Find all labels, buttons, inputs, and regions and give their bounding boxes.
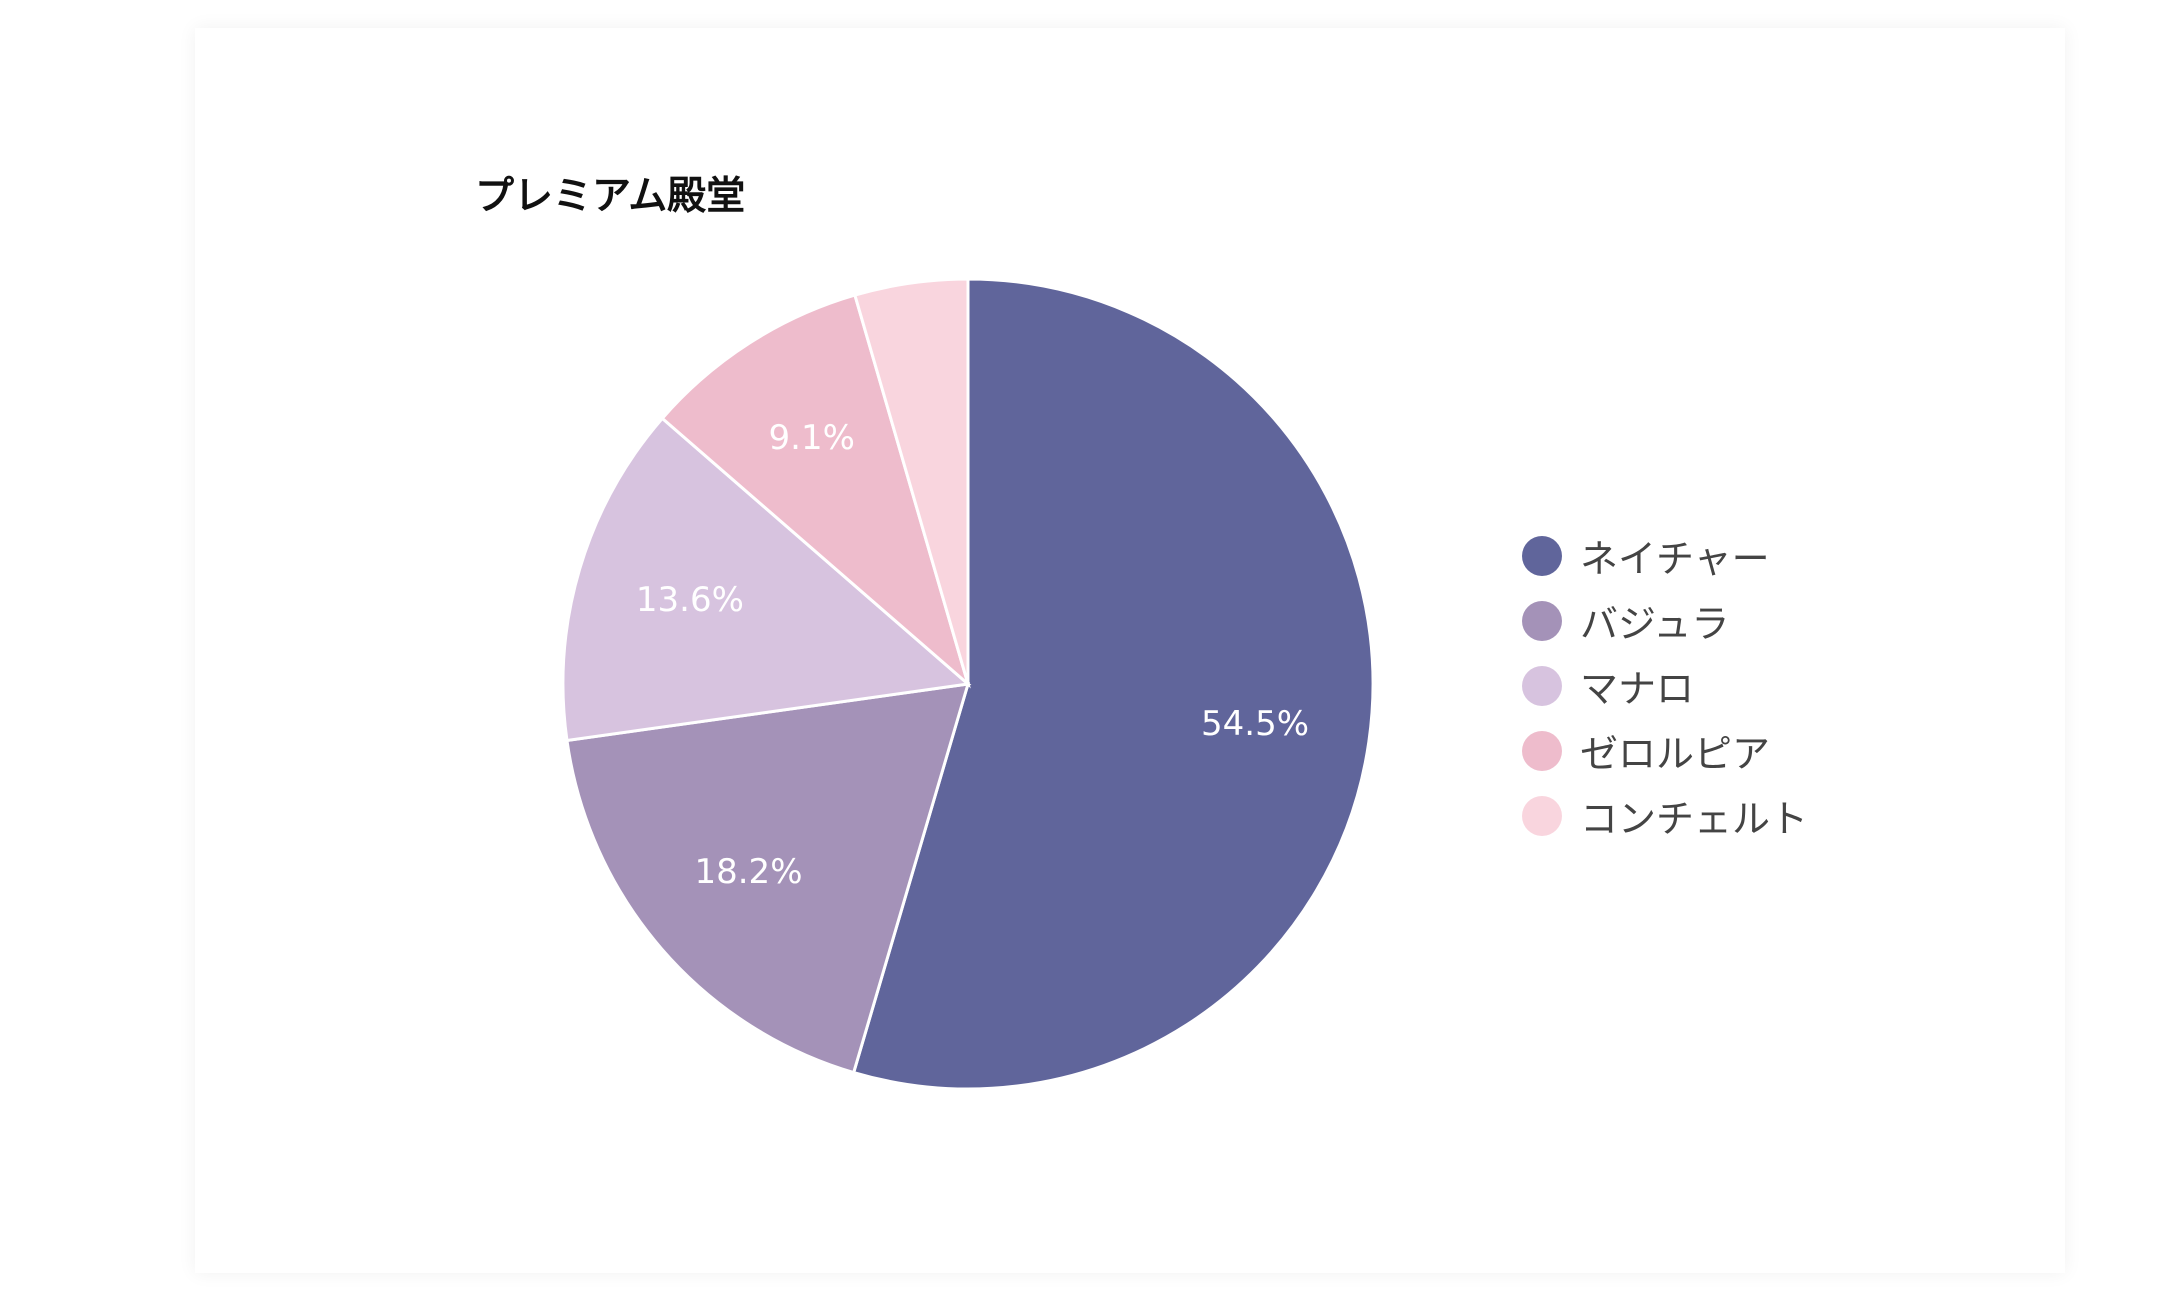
legend-item[interactable]: ゼロルピア (1522, 718, 1808, 783)
legend-swatch (1522, 600, 1562, 641)
pie-slice-2[interactable] (565, 682, 971, 1075)
legend-label: マナロ (1580, 667, 1695, 711)
slice-data-label: 18.2% (694, 852, 802, 892)
slice-data-label: 13.6% (636, 580, 744, 620)
slice-data-label: 54.5% (1201, 704, 1309, 744)
legend-item[interactable]: バジュラ (1522, 588, 1808, 653)
legend-swatch (1522, 535, 1562, 576)
legend-label: ネイチャー (1580, 537, 1770, 581)
legend-swatch (1522, 730, 1562, 771)
legend-item[interactable]: コンチェルト (1522, 783, 1808, 848)
legend-label: ゼロルピア (1580, 732, 1771, 776)
legend-item[interactable]: ネイチャー (1522, 523, 1808, 588)
legend-swatch (1522, 795, 1562, 836)
pie-slice-5[interactable] (853, 277, 970, 685)
legend-label: バジュラ (1580, 602, 1730, 646)
chart-legend: ネイチャーバジュラマナロゼロルピアコンチェルト (1522, 523, 1808, 848)
pie-slice-4[interactable] (660, 293, 971, 689)
legend-swatch (1522, 665, 1562, 706)
legend-item[interactable]: マナロ (1522, 653, 1808, 718)
pie-slice-3[interactable] (561, 416, 972, 743)
legend-label: コンチェルト (1580, 797, 1809, 841)
chart-title: プレミアム殿堂 (475, 174, 746, 219)
slice-data-label: 9.1% (769, 418, 855, 458)
pie-slice-1[interactable] (851, 277, 1375, 1091)
